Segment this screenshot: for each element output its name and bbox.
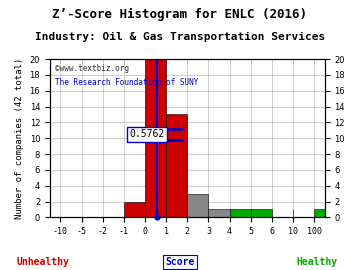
Text: ©www.textbiz.org: ©www.textbiz.org [55, 64, 129, 73]
Text: Unhealthy: Unhealthy [17, 257, 69, 267]
Bar [187, 194, 208, 217]
Text: Z’-Score Histogram for ENLC (2016): Z’-Score Histogram for ENLC (2016) [53, 8, 307, 21]
Text: Score: Score [165, 257, 195, 267]
Bar [208, 210, 230, 217]
Text: 0.5762: 0.5762 [129, 129, 164, 139]
Bar [124, 201, 145, 217]
Text: Industry: Oil & Gas Transportation Services: Industry: Oil & Gas Transportation Servi… [35, 32, 325, 42]
Bar [166, 114, 187, 217]
Text: The Research Foundation of SUNY: The Research Foundation of SUNY [55, 78, 199, 87]
Y-axis label: Number of companies (42 total): Number of companies (42 total) [15, 58, 24, 219]
Bar [251, 210, 272, 217]
Bar [230, 210, 251, 217]
Bar [314, 210, 335, 217]
Bar [145, 59, 166, 217]
Text: Healthy: Healthy [296, 257, 337, 267]
